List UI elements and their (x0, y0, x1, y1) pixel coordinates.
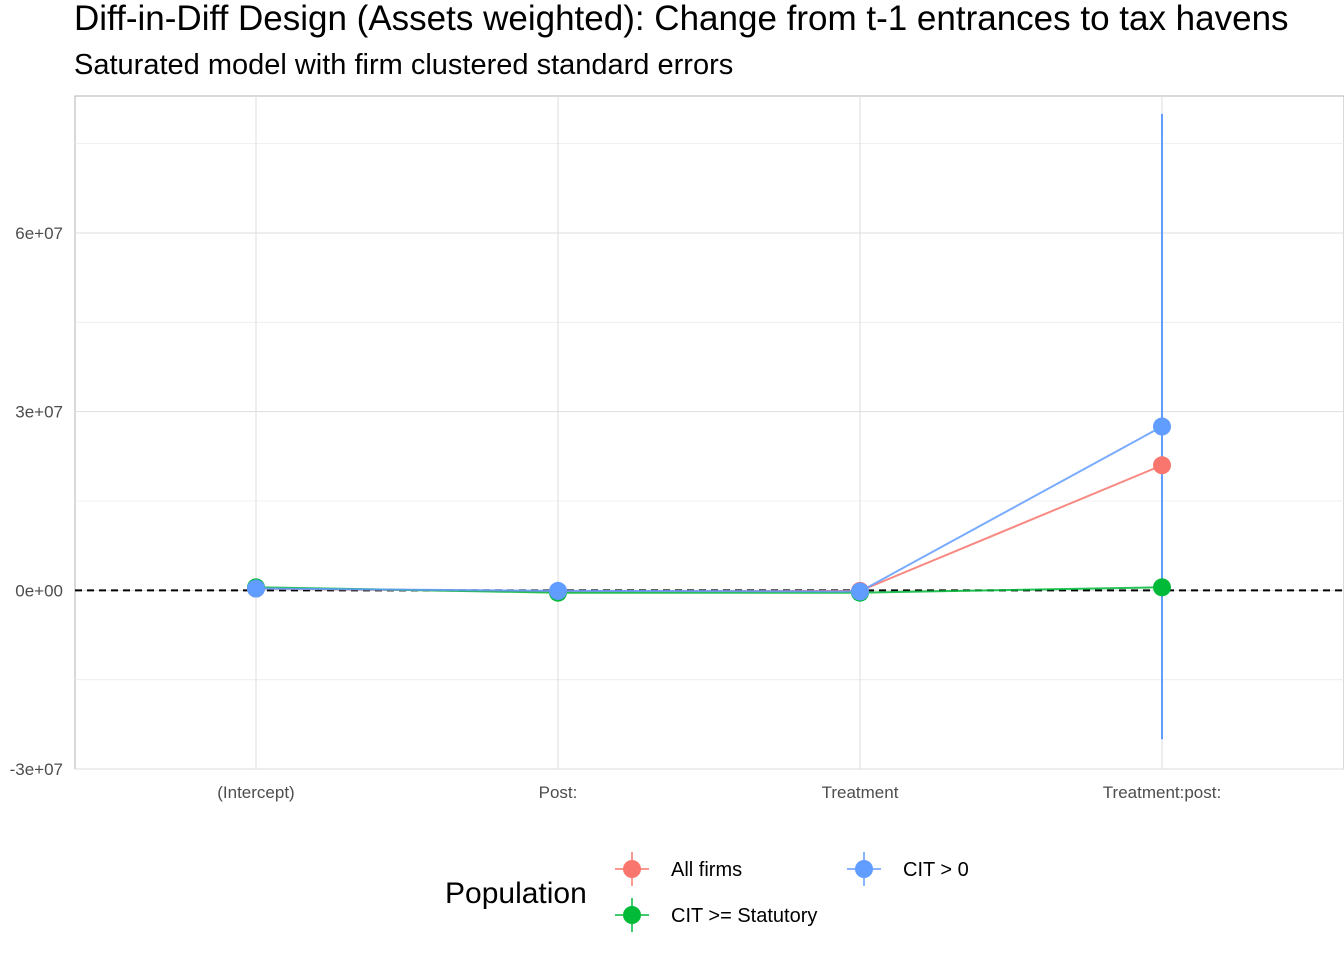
chart-title: Diff-in-Diff Design (Assets weighted): C… (74, 0, 1289, 38)
legend-key-point (623, 906, 641, 924)
series-line (255, 425, 1163, 593)
series-line (255, 464, 1163, 593)
series-layer (247, 113, 1171, 740)
y-tick-label: 6e+07 (15, 224, 63, 243)
legend-key-point (623, 860, 641, 878)
panel-border (74, 95, 1344, 770)
data-point (549, 581, 567, 600)
x-tick-label: Treatment:post: (1103, 783, 1221, 802)
legend-title: Population (445, 877, 587, 910)
legend-label: CIT >= Statutory (671, 905, 817, 927)
data-point (247, 579, 265, 598)
x-tick-label: (Intercept) (217, 783, 294, 802)
legend-label: CIT > 0 (903, 859, 969, 881)
y-tick-label: 0e+00 (15, 581, 63, 600)
data-point (851, 582, 869, 601)
y-tick-label: 3e+07 (15, 403, 63, 422)
axis-layer: -3e+07 0e+00 3e+07 6e+07 (Intercept) Post: Tre… (10, 224, 1222, 802)
chart-subtitle: Saturated model with firm clustered stan… (74, 49, 733, 81)
legend-label: All firms (671, 859, 742, 881)
legend-key-point (855, 860, 873, 878)
grid-layer (74, 95, 1344, 770)
legend: Population All firms CIT >= Statutory CIT … (445, 852, 969, 932)
x-tick-label: Treatment (822, 783, 899, 802)
x-tick-label: Post: (539, 783, 578, 802)
data-point (1153, 456, 1171, 475)
data-point (1153, 417, 1171, 436)
data-point (1153, 578, 1171, 597)
y-tick-label: -3e+07 (10, 760, 63, 779)
